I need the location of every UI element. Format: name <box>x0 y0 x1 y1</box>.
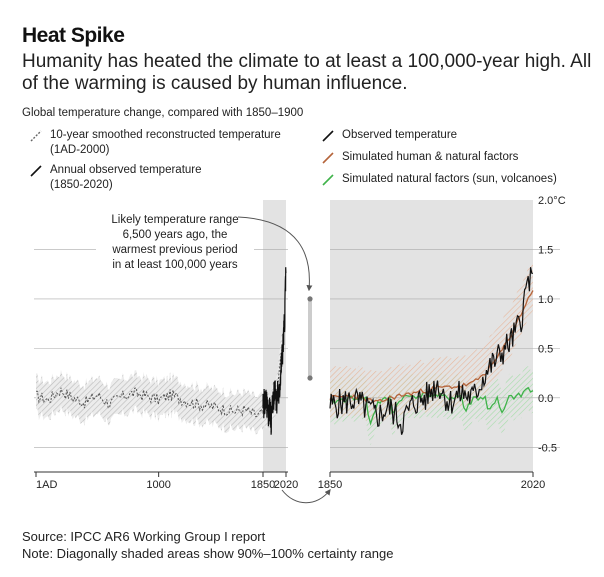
reconstructed-band <box>36 329 283 435</box>
chart-sublabel: Global temperature change, compared with… <box>22 107 304 119</box>
note-text: Note: Diagonally shaded areas show 90%–1… <box>22 546 394 561</box>
legend-label-sub: (1850-2020) <box>50 179 113 191</box>
y-tick-label: 2.0°C <box>538 195 566 207</box>
annotation-callout: Likely temperature range 6,500 years ago… <box>96 210 331 504</box>
warm-period-low-dot <box>307 375 313 381</box>
dashed-line-icon <box>30 130 42 142</box>
legend-label: Simulated natural factors (sun, volcanoe… <box>342 173 557 185</box>
x-tick-label: 1000 <box>146 479 170 491</box>
x-tick-label: 1850 <box>251 479 275 491</box>
y-tick-label: 1.5 <box>538 244 553 256</box>
annotation-line-1: Likely temperature range <box>111 214 238 226</box>
x-tick-label: 1850 <box>318 479 342 491</box>
annotation-arrow <box>237 216 313 292</box>
warm-period-high-dot <box>307 296 313 302</box>
annotation-line-2: 6,500 years ago, the <box>123 229 228 241</box>
source-text: Source: IPCC AR6 Working Group I report <box>22 529 266 544</box>
black-line-icon <box>322 130 334 142</box>
green-line-icon <box>322 174 334 186</box>
chart-title: Heat Spike <box>22 24 125 47</box>
observed-line-left <box>262 267 287 435</box>
x-tick-label: 1AD <box>36 479 57 491</box>
connector-arrow <box>281 489 331 504</box>
y-tick-label: -0.5 <box>538 442 557 454</box>
legend-label: Annual observed temperature <box>50 164 202 176</box>
annotation-line-4: in at least 100,000 years <box>112 259 238 271</box>
legend-label: Observed temperature <box>342 129 458 141</box>
x-tick-label: 2020 <box>274 479 298 491</box>
legend-left: 10-year smoothed reconstructed temperatu… <box>30 128 300 198</box>
right-chart-panel: -0.5 0.0 0.5 1.0 1.5 2.0°C 1850 2020 <box>318 195 566 491</box>
brown-line-icon <box>322 152 334 164</box>
legend-label: Simulated human & natural factors <box>342 151 519 163</box>
legend-label: 10-year smoothed reconstructed temperatu… <box>50 129 281 141</box>
x-tick-label: 2020 <box>521 479 545 491</box>
legend-label-sub: (1AD-2000) <box>50 144 110 156</box>
y-tick-label: 1.0 <box>538 294 553 306</box>
y-tick-label: 0.5 <box>538 343 553 355</box>
chart-subtitle: Humanity has heated the climate to at le… <box>22 51 592 94</box>
annotation-line-3: warmest previous period <box>111 244 237 256</box>
solid-line-icon <box>30 165 42 177</box>
y-tick-label: 0.0 <box>538 393 553 405</box>
legend-right: Observed temperature Simulated human & n… <box>322 128 592 188</box>
observed-line <box>329 267 534 435</box>
